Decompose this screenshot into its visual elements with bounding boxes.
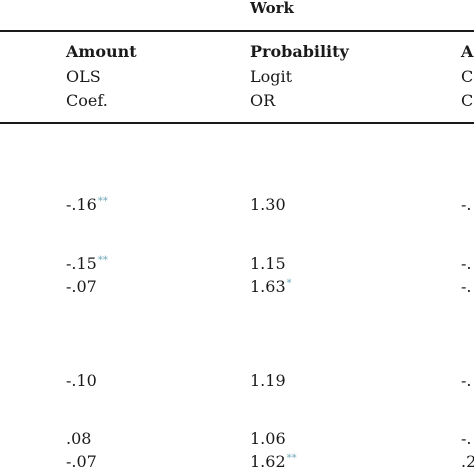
- top-rule: [0, 30, 474, 32]
- table-cell-amount: -.07: [66, 452, 98, 471]
- cell-value: -.07: [66, 452, 97, 471]
- column-heading-third: A: [461, 42, 474, 61]
- cell-value: 1.15: [250, 254, 286, 273]
- cell-value: -.07: [66, 277, 97, 296]
- table-cell-amount: .08: [66, 429, 92, 448]
- cell-value: 1.19: [250, 371, 286, 390]
- table-cell-probability: 1.15: [250, 254, 287, 273]
- significance-marker: **: [286, 452, 297, 464]
- cell-value: -.10: [66, 371, 97, 390]
- table-cell-probability: 1.63*: [250, 277, 292, 296]
- table-cell-third: -.: [461, 254, 472, 273]
- cell-value: -.15: [66, 254, 97, 273]
- table-cell-amount: -.07: [66, 277, 98, 296]
- table-cell-third: -.: [461, 277, 472, 296]
- table-cell-amount: -.10: [66, 371, 98, 390]
- column-model-amount: OLS: [66, 67, 101, 86]
- column-model-third: C: [461, 67, 474, 86]
- header-rule: [0, 122, 474, 124]
- table-cell-amount: -.15**: [66, 254, 108, 273]
- table-cell-probability: 1.19: [250, 371, 287, 390]
- table-cell-probability: 1.62**: [250, 452, 297, 471]
- cell-value: -.16: [66, 195, 97, 214]
- column-stat-third: C: [461, 91, 474, 110]
- column-heading-amount: Amount: [66, 42, 137, 61]
- cell-value: 1.30: [250, 195, 286, 214]
- cell-value: 1.63: [250, 277, 286, 296]
- cell-value: 1.62: [250, 452, 286, 471]
- significance-marker: **: [97, 195, 108, 207]
- column-stat-probability: OR: [250, 91, 276, 110]
- group-label-work: Work: [250, 0, 294, 17]
- table-cell-probability: 1.06: [250, 429, 287, 448]
- significance-marker: *: [286, 277, 292, 289]
- significance-marker: **: [97, 254, 108, 266]
- table-cell-amount: -.16**: [66, 195, 108, 214]
- column-stat-amount: Coef.: [66, 91, 108, 110]
- cell-value: 1.06: [250, 429, 286, 448]
- table-cell-third: -.: [461, 429, 472, 448]
- table-cell-probability: 1.30: [250, 195, 287, 214]
- column-heading-probability: Probability: [250, 42, 349, 61]
- table-cell-third: .2: [461, 452, 474, 471]
- table-cell-third: -.: [461, 371, 472, 390]
- column-model-probability: Logit: [250, 67, 293, 86]
- table-cell-third: -.: [461, 195, 472, 214]
- cell-value: .08: [66, 429, 92, 448]
